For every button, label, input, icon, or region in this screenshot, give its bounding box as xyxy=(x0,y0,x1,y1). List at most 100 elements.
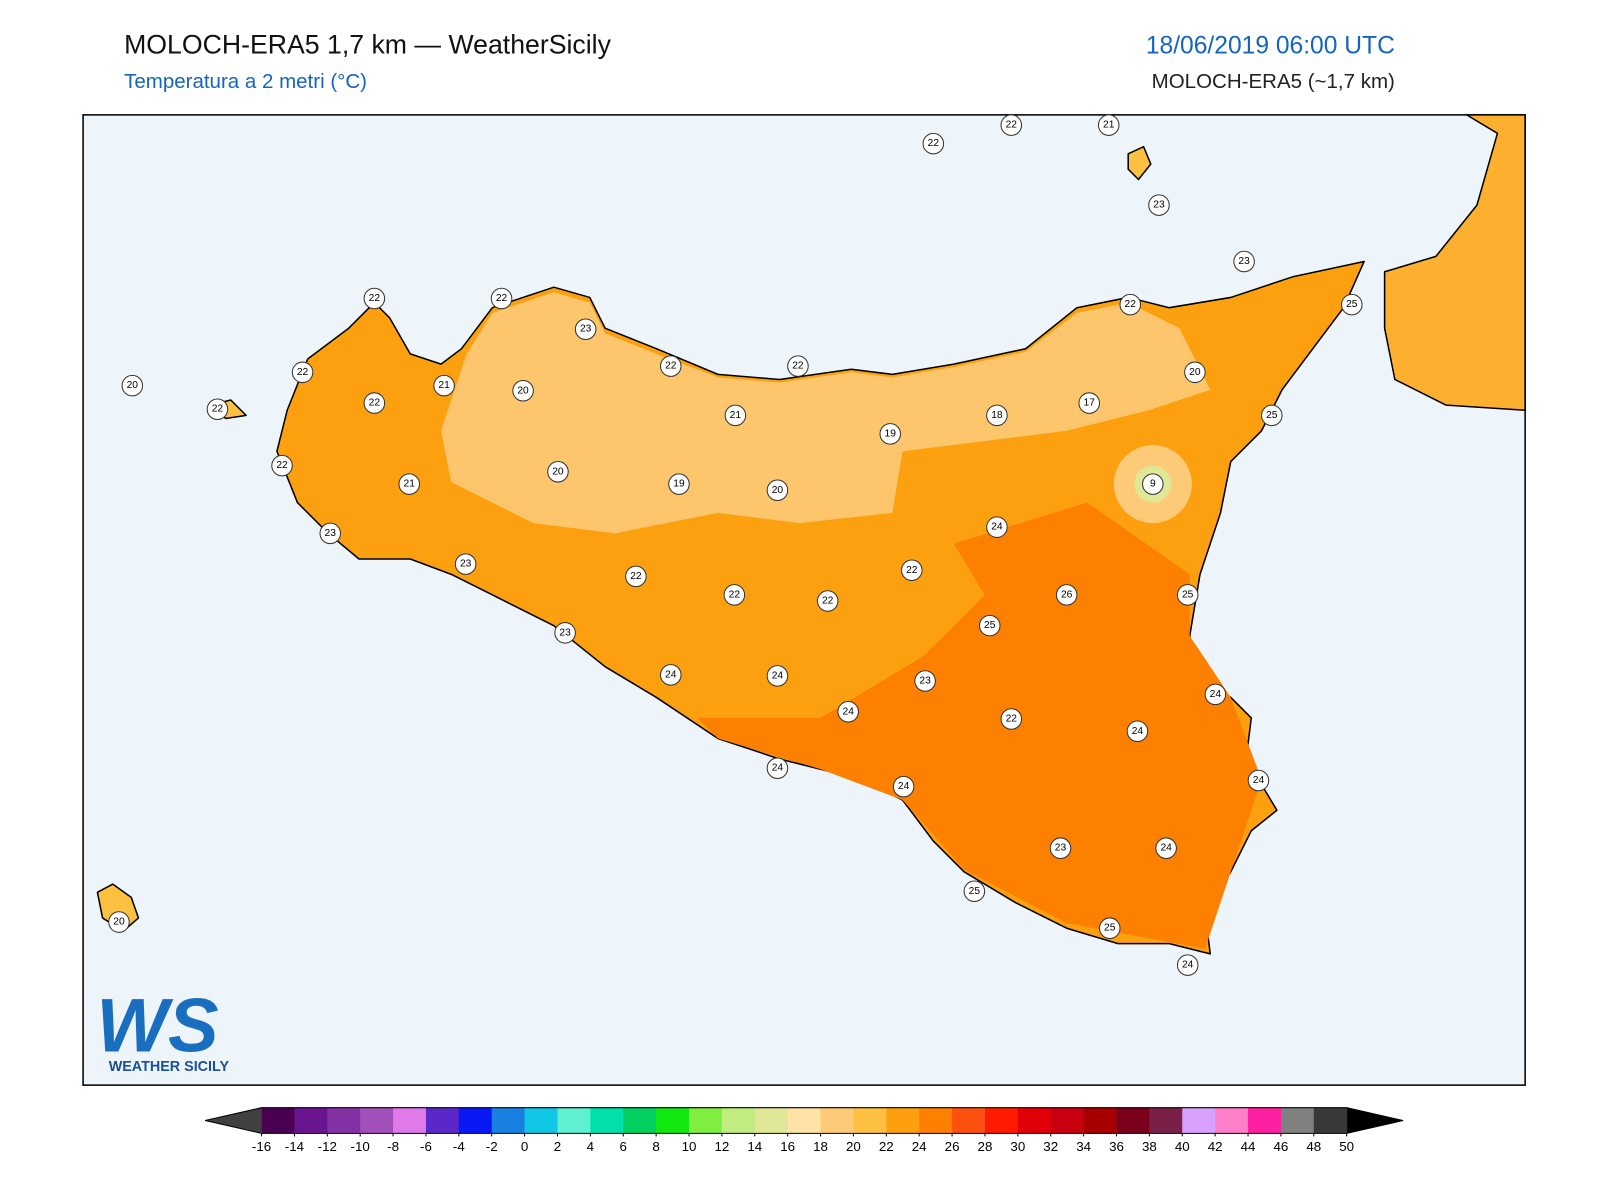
station-marker xyxy=(1078,392,1100,414)
colorbar-segment xyxy=(1313,1107,1348,1134)
colorbar-tick-label: 46 xyxy=(1273,1139,1288,1154)
colorbar-tick-label: 20 xyxy=(846,1139,861,1154)
station-marker xyxy=(1126,720,1149,743)
station-value: 25 xyxy=(969,886,981,897)
colorbar-segment xyxy=(491,1107,526,1134)
station-marker xyxy=(271,454,293,477)
station-marker xyxy=(837,701,859,723)
station-marker xyxy=(433,374,455,397)
colorbar-segment xyxy=(820,1107,854,1134)
station-value: 24 xyxy=(1182,960,1194,971)
station-value: 26 xyxy=(1061,589,1073,600)
station-value: 25 xyxy=(1266,410,1278,421)
station-value: 23 xyxy=(919,676,931,687)
station-value: 22 xyxy=(1125,299,1137,310)
station-marker xyxy=(986,516,1008,538)
station-value: 20 xyxy=(1189,367,1201,378)
station-value: 23 xyxy=(1153,200,1165,211)
colorbar-tick-label: 16 xyxy=(780,1139,795,1154)
logo-mark: WS xyxy=(96,983,218,1068)
station-marker xyxy=(1097,114,1120,136)
station-marker xyxy=(766,665,789,687)
station-marker xyxy=(206,398,229,420)
colorbar-segment xyxy=(327,1107,361,1134)
station-marker xyxy=(512,379,534,402)
station-marker xyxy=(1000,114,1023,136)
colorbar-tick-label: 32 xyxy=(1043,1139,1058,1154)
colorbar-segment xyxy=(458,1107,493,1134)
station-marker xyxy=(1055,584,1078,606)
station-value: 22 xyxy=(276,460,288,471)
colorbar-segment xyxy=(1182,1107,1216,1134)
colorbar-segment xyxy=(689,1107,723,1134)
station-value: 24 xyxy=(772,670,784,681)
cool-zone xyxy=(441,292,1211,534)
station-marker xyxy=(398,473,420,495)
station-marker xyxy=(454,553,477,575)
station-value: 23 xyxy=(580,324,592,335)
station-marker xyxy=(766,757,789,779)
station-value: 23 xyxy=(1055,843,1067,854)
colorbar-under xyxy=(205,1107,262,1134)
colorbar-segment xyxy=(590,1107,624,1134)
colorbar-tick-label: -6 xyxy=(420,1139,432,1154)
station-value: 22 xyxy=(369,398,381,409)
colorbar-tick-label: 40 xyxy=(1175,1139,1190,1154)
colorbar-tick-label: -12 xyxy=(318,1139,337,1154)
station-value: 23 xyxy=(460,559,472,570)
station-value: 22 xyxy=(729,589,741,600)
station-marker xyxy=(922,132,945,155)
station-value: 22 xyxy=(369,293,381,304)
station-value: 22 xyxy=(792,361,804,372)
station-marker xyxy=(1176,954,1199,976)
colorbar-tick-label: -14 xyxy=(285,1139,305,1154)
station-labels: 22 22 21 23 23 25 22 22 23 20 22 22 21 22 20 22 22 22 20 17… xyxy=(108,114,1363,976)
colorbar-tick-label: 48 xyxy=(1306,1139,1321,1154)
colorbar-tick-label: 12 xyxy=(714,1139,729,1154)
colorbar-tick-label: 42 xyxy=(1208,1139,1223,1154)
colorbar-segment xyxy=(754,1107,789,1134)
logo: WS WEATHER SICILY xyxy=(96,983,229,1074)
station-value: 21 xyxy=(730,410,742,421)
station-marker xyxy=(1000,708,1023,730)
station-marker xyxy=(1142,473,1164,495)
colorbar-tick-label: 44 xyxy=(1241,1139,1256,1154)
station-value: 21 xyxy=(404,479,416,490)
station-value: 22 xyxy=(297,367,309,378)
station-marker xyxy=(978,614,1001,637)
station-value: 22 xyxy=(906,565,918,576)
colorbar-tick-label: 6 xyxy=(620,1139,627,1154)
station-marker xyxy=(363,392,386,414)
colorbar-tick-label: 8 xyxy=(652,1139,659,1154)
station-marker xyxy=(1148,194,1170,216)
station-value: 25 xyxy=(1104,923,1116,934)
station-marker xyxy=(319,522,342,545)
station-marker xyxy=(986,404,1008,427)
colorbar-segment xyxy=(1083,1107,1118,1134)
station-value: 24 xyxy=(898,781,910,792)
station-value: 24 xyxy=(1210,689,1222,700)
station-marker xyxy=(121,374,144,397)
colorbar-tick-label: 38 xyxy=(1142,1139,1157,1154)
colorbar-segment xyxy=(1215,1107,1249,1134)
colorbar-segment xyxy=(853,1107,887,1134)
colorbar-segment xyxy=(1280,1107,1315,1134)
station-value: 24 xyxy=(665,669,677,680)
station-value: 24 xyxy=(991,522,1003,533)
colorbar: -16 -14 -12 -10 -8 -6 -4 -2 0 2 4 6 8 10 12 14 16 18 20 22 2… xyxy=(205,1107,1404,1154)
colorbar-tick-label: -8 xyxy=(387,1139,399,1154)
colorbar-segment xyxy=(524,1107,558,1134)
station-marker xyxy=(660,355,682,377)
colorbar-tick-label: 24 xyxy=(912,1139,927,1154)
station-marker xyxy=(963,880,986,903)
station-value: 17 xyxy=(1084,398,1096,409)
datetime: 18/06/2019 06:00 UTC xyxy=(1146,32,1395,59)
station-marker xyxy=(1204,683,1227,706)
station-marker xyxy=(723,584,746,606)
colorbar-tick-label: 14 xyxy=(747,1139,762,1154)
station-value: 22 xyxy=(212,404,224,415)
colorbar-segment xyxy=(1050,1107,1085,1134)
station-value: 20 xyxy=(517,385,529,396)
station-value: 9 xyxy=(1150,479,1156,490)
